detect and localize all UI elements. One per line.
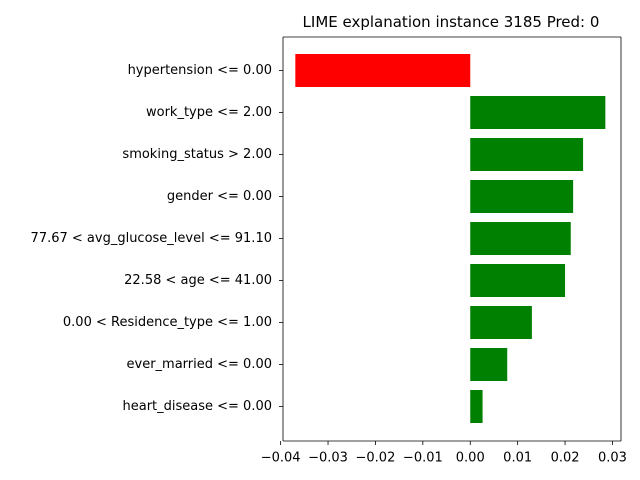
x-tick-label: −0.01 [403, 451, 443, 466]
bar-work-type-2-00 [470, 96, 606, 129]
bar-gender-0-00 [470, 180, 574, 213]
bar-hypertension-0-00 [295, 54, 471, 87]
bar-22-58-age-41-00 [470, 264, 566, 297]
y-tick-label: gender <= 0.00 [167, 189, 272, 204]
x-tick-label: 0.00 [456, 451, 485, 466]
y-tick-label: hypertension <= 0.00 [128, 63, 272, 78]
chart-title: LIME explanation instance 3185 Pred: 0 [303, 13, 600, 31]
y-tick-label: 22.58 < age <= 41.00 [124, 273, 272, 288]
y-tick-label: work_type <= 2.00 [146, 105, 272, 120]
x-tick-label: 0.02 [551, 451, 580, 466]
x-tick-label: 0.01 [503, 451, 532, 466]
y-tick-label: smoking_status > 2.00 [122, 147, 272, 162]
x-tick-label: −0.03 [308, 451, 348, 466]
y-tick-label: ever_married <= 0.00 [127, 357, 272, 372]
x-tick-label: −0.04 [261, 451, 301, 466]
x-tick-label: −0.02 [356, 451, 396, 466]
x-tick-label: 0.03 [598, 451, 627, 466]
y-tick-label: heart_disease <= 0.00 [122, 399, 272, 414]
bars-layer [295, 54, 606, 423]
x-ticks-layer: −0.04 −0.03 −0.02 −0.01 0.00 0.01 0.02 0.03 [261, 441, 627, 466]
y-tick-label: 0.00 < Residence_type <= 1.00 [63, 315, 272, 330]
y-tick-label: 77.67 < avg_glucose_level <= 91.10 [31, 231, 272, 246]
bar-0-00-residence-type-1-00 [470, 306, 532, 339]
bar-heart-disease-0-00 [470, 390, 483, 423]
y-ticks-layer: hypertension <= 0.00 work_type <= 2.00 smo… [31, 63, 283, 414]
bar-ever-married-0-00 [470, 348, 508, 381]
bar-smoking-status-2-00 [470, 138, 584, 171]
bar-77-67-avg-glucose-level-91-10 [470, 222, 571, 255]
